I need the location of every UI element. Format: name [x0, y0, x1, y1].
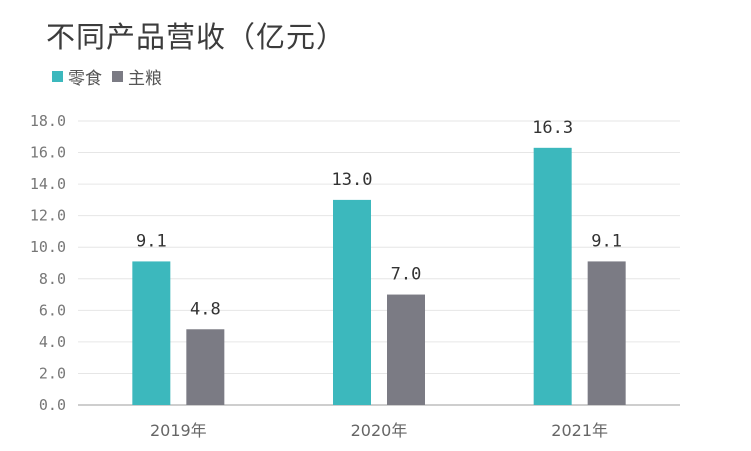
y-tick-label: 14.0 [30, 175, 66, 193]
legend: 零食 主粮 [52, 64, 172, 89]
legend-swatch-staple [112, 71, 123, 82]
x-tick-label: 2019年 [150, 421, 207, 440]
data-label: 4.8 [190, 299, 221, 319]
y-tick-label: 8.0 [39, 270, 66, 288]
y-tick-label: 16.0 [30, 144, 66, 162]
bar-staple [587, 261, 626, 405]
legend-swatch-snacks [52, 71, 63, 82]
data-label: 13.0 [332, 170, 373, 190]
x-tick-label: 2021年 [551, 421, 608, 440]
bar-staple [186, 329, 225, 405]
data-label: 16.3 [532, 118, 573, 138]
legend-label-snacks: 零食 [68, 69, 102, 89]
y-tick-label: 6.0 [39, 301, 66, 319]
y-tick-label: 18.0 [30, 112, 66, 130]
y-tick-label: 10.0 [30, 238, 66, 256]
data-label: 9.1 [591, 231, 622, 251]
bar-staple [387, 294, 425, 405]
y-tick-label: 0.0 [39, 396, 66, 414]
y-tick-label: 4.0 [39, 333, 66, 351]
y-tick-label: 2.0 [39, 364, 66, 382]
data-label: 9.1 [136, 231, 167, 251]
y-tick-label: 12.0 [30, 207, 66, 225]
data-label: 7.0 [391, 265, 422, 285]
bar-snacks [533, 147, 572, 406]
legend-label-staple: 主粮 [128, 69, 162, 89]
x-tick-label: 2020年 [351, 421, 408, 440]
bar-snacks [333, 199, 371, 405]
bar-snacks [132, 261, 171, 405]
legend-item-staple: 主粮 [112, 64, 162, 89]
chart-title: 不同产品营收（亿元） [46, 20, 347, 54]
legend-item-snacks: 零食 [52, 64, 102, 89]
